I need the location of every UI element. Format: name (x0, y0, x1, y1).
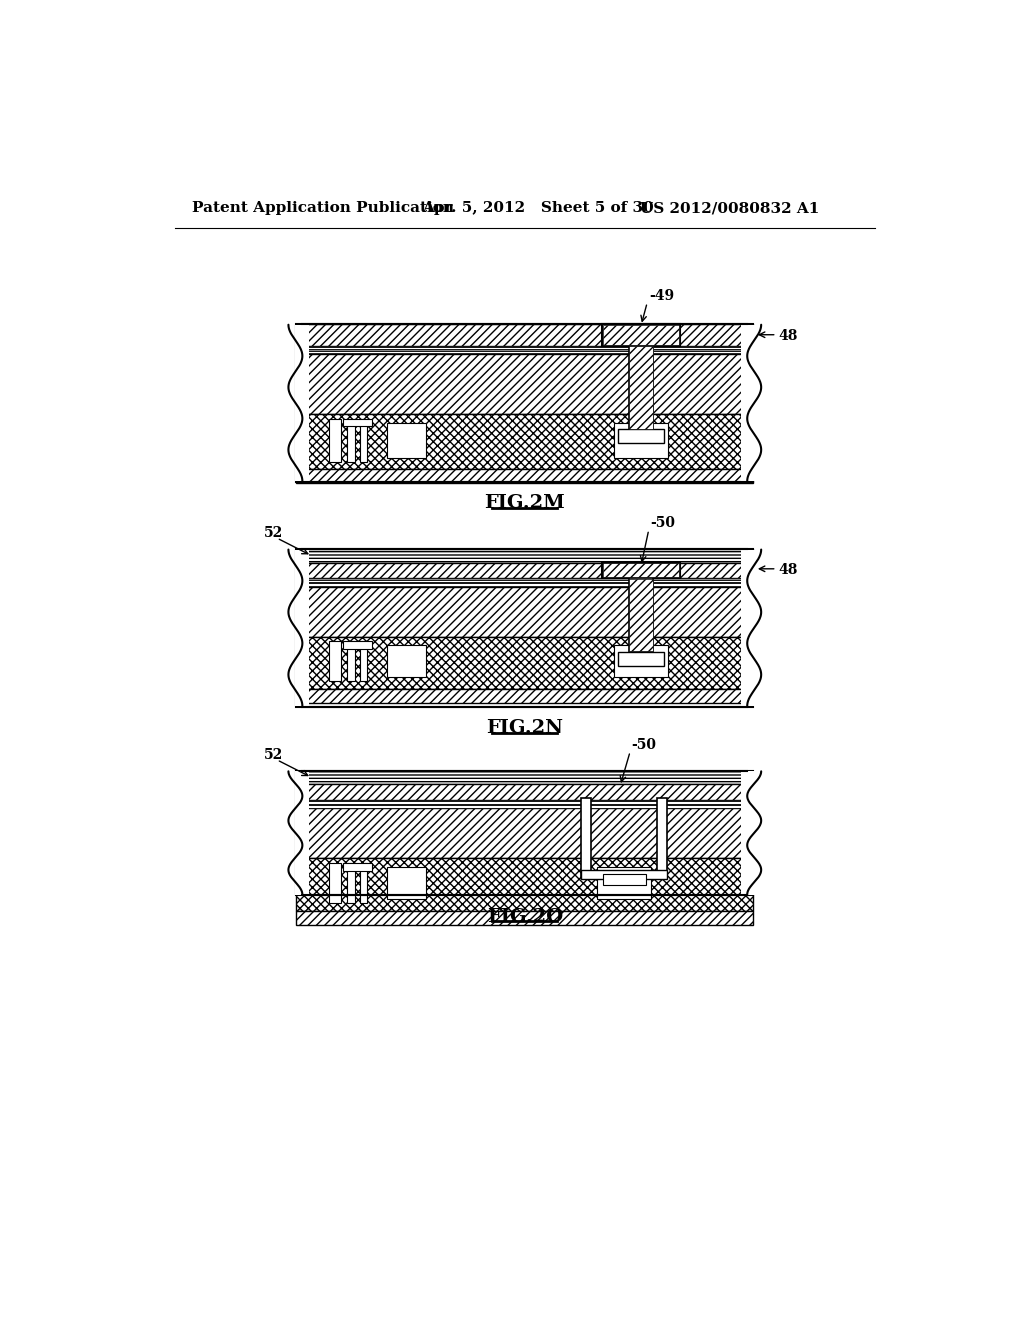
Bar (347, 418, 355, 462)
Text: -49: -49 (649, 289, 674, 304)
Bar (359, 418, 368, 462)
Bar (296, 549, 754, 706)
Bar (617, 652, 665, 665)
Bar (296, 586, 754, 636)
Bar (597, 867, 651, 899)
Bar (295, 549, 308, 706)
Bar (295, 771, 308, 895)
Bar (603, 874, 646, 886)
Bar (657, 799, 667, 878)
Bar (602, 562, 680, 578)
Bar (296, 784, 754, 800)
Bar (617, 429, 665, 444)
Bar (387, 867, 426, 899)
Bar (296, 579, 754, 582)
Text: -50: -50 (632, 738, 656, 752)
Bar (387, 422, 426, 458)
Bar (329, 418, 341, 462)
Text: -50: -50 (650, 516, 676, 531)
Text: US 2012/0080832 A1: US 2012/0080832 A1 (640, 202, 819, 215)
Bar (296, 470, 754, 483)
Bar (295, 325, 308, 480)
Bar (296, 800, 754, 801)
Bar (359, 642, 368, 681)
Bar (614, 422, 669, 458)
Bar (741, 325, 755, 480)
Bar (296, 804, 754, 805)
Bar (296, 323, 754, 346)
Text: 52: 52 (263, 748, 283, 762)
Bar (296, 354, 754, 414)
Text: FIG.2O: FIG.2O (486, 908, 563, 925)
Text: 48: 48 (778, 564, 798, 577)
Bar (582, 799, 591, 878)
Bar (296, 350, 754, 351)
Bar (329, 863, 341, 903)
Bar (343, 863, 372, 871)
Bar (296, 582, 754, 583)
Bar (296, 414, 754, 470)
Text: Patent Application Publication: Patent Application Publication (191, 202, 454, 215)
Text: 52: 52 (263, 527, 283, 540)
Bar (630, 346, 652, 429)
Bar (603, 564, 679, 577)
Bar (296, 858, 754, 911)
Bar (296, 801, 754, 804)
Bar (296, 805, 754, 808)
Bar (629, 346, 653, 429)
Bar (296, 578, 754, 579)
Bar (296, 323, 754, 482)
Text: FIG.2M: FIG.2M (484, 495, 565, 512)
Bar (630, 578, 652, 651)
Bar (296, 549, 754, 562)
Bar (387, 645, 426, 677)
Bar (347, 863, 355, 903)
Text: 48: 48 (778, 329, 798, 343)
Text: FIG.2N: FIG.2N (486, 719, 563, 737)
Text: Apr. 5, 2012   Sheet 5 of 30: Apr. 5, 2012 Sheet 5 of 30 (423, 202, 654, 215)
Bar (296, 347, 754, 350)
Bar (296, 562, 754, 578)
Bar (741, 549, 755, 706)
Bar (296, 808, 754, 858)
Bar (296, 351, 754, 354)
Bar (296, 636, 754, 689)
Bar (343, 418, 372, 426)
Bar (296, 771, 754, 784)
Bar (741, 771, 755, 895)
Bar (329, 642, 341, 681)
Bar (582, 870, 667, 879)
Bar (296, 771, 754, 895)
Bar (359, 863, 368, 903)
Bar (296, 911, 754, 924)
Bar (629, 578, 653, 652)
Bar (296, 346, 754, 347)
Bar (603, 325, 679, 345)
Bar (347, 642, 355, 681)
Bar (296, 689, 754, 702)
Bar (296, 583, 754, 586)
Bar (343, 642, 372, 649)
Bar (614, 645, 669, 677)
Bar (602, 323, 680, 346)
